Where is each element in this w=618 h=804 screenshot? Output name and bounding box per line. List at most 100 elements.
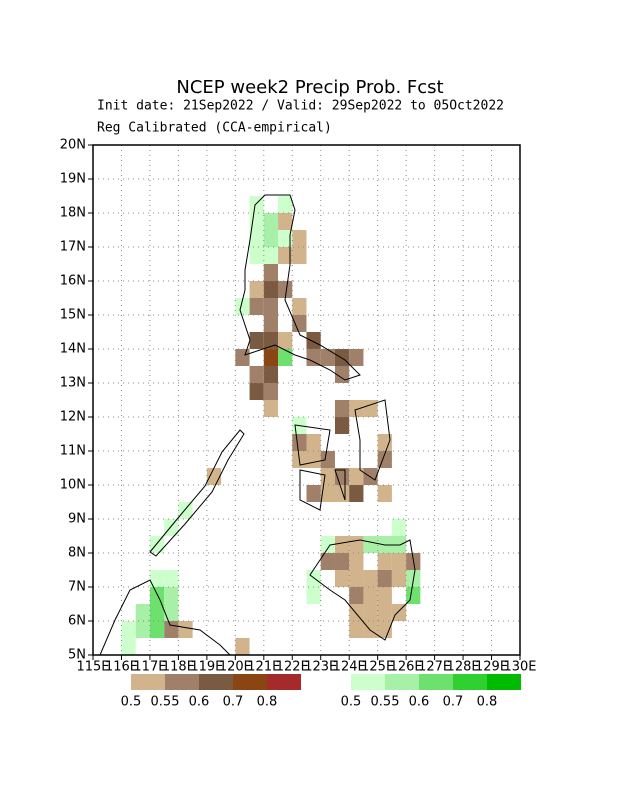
- prob-cell: [278, 349, 293, 366]
- prob-cell: [249, 247, 264, 264]
- prob-cell: [377, 621, 392, 638]
- prob-cell: [306, 485, 321, 502]
- prob-cell: [235, 638, 250, 655]
- legend-label: 0.5: [121, 695, 142, 710]
- x-tick-label: 125E: [361, 660, 394, 675]
- y-tick-label: 9N: [68, 512, 86, 527]
- prob-cell: [121, 621, 136, 638]
- prob-cell: [278, 332, 293, 349]
- subtitle: Reg Calibrated (CCA-empirical): [97, 121, 332, 136]
- prob-cell: [278, 247, 293, 264]
- y-tick-label: 13N: [60, 376, 86, 391]
- prob-cell: [263, 264, 279, 281]
- negros: [299, 469, 326, 511]
- prob-cell: [349, 349, 364, 366]
- x-tick-label: 123E: [304, 660, 337, 675]
- x-tick-label: 116E: [105, 660, 138, 675]
- x-tick-label: 115E: [76, 660, 109, 675]
- legend-swatch: [351, 674, 385, 690]
- y-tick-label: 20N: [60, 138, 86, 153]
- x-tick-label: 118E: [162, 660, 195, 675]
- legend-swatch: [233, 674, 267, 690]
- prob-cell: [263, 366, 279, 383]
- x-tick-label: 122E: [276, 660, 309, 675]
- prob-cell: [349, 536, 364, 553]
- y-tick-label: 11N: [60, 444, 86, 459]
- prob-cell: [349, 621, 364, 638]
- x-tick-label: 117E: [133, 660, 166, 675]
- prob-cell: [263, 400, 279, 417]
- y-tick-label: 12N: [60, 410, 86, 425]
- prob-cell: [349, 485, 364, 502]
- prob-cell: [334, 417, 350, 434]
- prob-cell: [377, 553, 392, 570]
- prob-cell: [320, 451, 335, 468]
- prob-cell: [164, 604, 179, 621]
- prob-cell: [178, 621, 193, 638]
- prob-cell: [363, 570, 378, 587]
- legend-swatch: [165, 674, 199, 690]
- prob-cell: [149, 621, 165, 638]
- prob-cell: [135, 621, 150, 638]
- prob-cell: [263, 247, 279, 264]
- legend: 0.5 0.55 0.6 0.7 0.8 0.5 0.55 0.6 0.7 0.8: [121, 674, 521, 710]
- prob-cell: [249, 298, 264, 315]
- prob-cell: [349, 468, 364, 485]
- prob-cell: [334, 536, 350, 553]
- y-tick-label: 17N: [60, 240, 86, 255]
- prob-cell: [263, 315, 279, 332]
- prob-cell: [164, 621, 179, 638]
- prob-cell: [363, 536, 378, 553]
- prob-cell: [334, 485, 350, 502]
- legend-swatch: [131, 674, 165, 690]
- y-tick-label: 8N: [68, 546, 86, 561]
- legend-label: 0.55: [151, 695, 180, 710]
- borneo: [99, 579, 231, 656]
- prob-cell: [263, 298, 279, 315]
- legend-label: 0.5: [341, 695, 362, 710]
- y-tick-label: 15N: [60, 308, 86, 323]
- samar-leyte: [354, 399, 391, 481]
- prob-cell: [164, 587, 179, 604]
- y-tick-label: 6N: [68, 614, 86, 629]
- prob-cell: [320, 485, 335, 502]
- mindanao: [309, 539, 416, 641]
- prob-cell: [263, 230, 279, 247]
- legend-label: 0.6: [409, 695, 430, 710]
- prob-cell: [377, 570, 392, 587]
- prob-cell: [249, 281, 264, 298]
- prob-cell: [292, 315, 307, 332]
- y-tick-label: 18N: [60, 206, 86, 221]
- prob-cell: [306, 332, 321, 349]
- prob-cell: [249, 366, 264, 383]
- x-tick-label: 126E: [390, 660, 423, 675]
- prob-cell: [164, 570, 179, 587]
- prob-cell: [306, 434, 321, 451]
- y-tick-label: 19N: [60, 172, 86, 187]
- prob-cell: [149, 604, 165, 621]
- prob-cell: [363, 621, 378, 638]
- prob-cell: [263, 383, 279, 400]
- cells: [121, 196, 421, 655]
- prob-cell: [391, 604, 407, 621]
- x-tick-label: 121E: [247, 660, 280, 675]
- prob-cell: [292, 298, 307, 315]
- legend-label: 0.6: [189, 695, 210, 710]
- prob-cell: [349, 587, 364, 604]
- legend-label: 0.7: [443, 695, 464, 710]
- legend-swatch: [453, 674, 487, 690]
- prob-cell: [249, 383, 264, 400]
- legend-swatch: [487, 674, 521, 690]
- prob-cell: [292, 434, 307, 451]
- plot-frame: [92, 144, 521, 656]
- prob-cell: [391, 553, 407, 570]
- cebu: [334, 469, 346, 501]
- y-tick-label: 7N: [68, 580, 86, 595]
- legend-label: 0.7: [223, 695, 244, 710]
- prob-cell: [334, 400, 350, 417]
- prob-cell: [320, 553, 335, 570]
- prob-cell: [334, 366, 350, 383]
- legend-swatch: [385, 674, 419, 690]
- legend-swatch: [267, 674, 301, 690]
